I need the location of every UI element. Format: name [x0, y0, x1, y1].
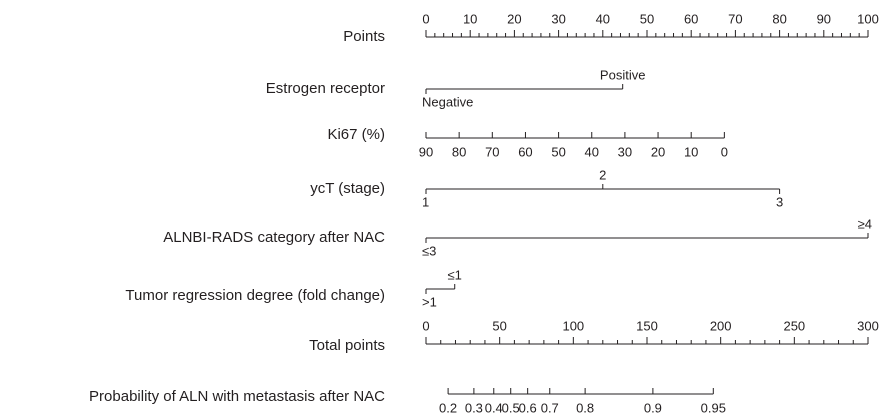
value-label: 0.5 — [502, 400, 520, 415]
value-label: 50 — [551, 144, 565, 159]
tick-label: 50 — [640, 11, 654, 26]
tick-label: 150 — [636, 318, 658, 333]
row-label: Probability of ALN with metastasis after… — [89, 388, 385, 405]
row-label: Points — [343, 28, 385, 45]
value-label: 20 — [651, 144, 665, 159]
category-label: ≤1 — [448, 267, 462, 282]
tick-label: 250 — [783, 318, 805, 333]
value-label: 40 — [585, 144, 599, 159]
category-label: 1 — [422, 194, 429, 209]
nomogram-row: Estrogen receptor Negative Positive — [266, 67, 646, 109]
category-label: Positive — [600, 67, 646, 82]
row-label: Ki67 (%) — [327, 126, 385, 143]
tick-label: 100 — [562, 318, 584, 333]
nomogram-row: Ki67 (%) 90 80 70 60 50 40 30 20 10 0 — [327, 126, 727, 159]
category-label: ≥4 — [858, 216, 872, 231]
value-label: 0.3 — [465, 400, 483, 415]
category-label: 3 — [776, 194, 783, 209]
value-label: 60 — [518, 144, 532, 159]
value-label: 70 — [485, 144, 499, 159]
nomogram-row: ycT (stage) 1 2 3 — [310, 167, 783, 209]
nomogram-row: Tumor regression degree (fold change) >1 ≤… — [125, 267, 461, 309]
nomogram-row: Probability of ALN with metastasis after… — [89, 388, 726, 415]
value-label: 0.8 — [576, 400, 594, 415]
row-label: ycT (stage) — [310, 180, 385, 197]
category-label: ≤3 — [422, 243, 436, 258]
value-label: 80 — [452, 144, 466, 159]
value-label: 30 — [618, 144, 632, 159]
row-label: Total points — [309, 337, 385, 354]
tick-label: 90 — [817, 11, 831, 26]
value-label: 0.2 — [439, 400, 457, 415]
tick-label: 50 — [492, 318, 506, 333]
nomogram-row: ALNBI-RADS category after NAC ≤3 ≥4 — [163, 216, 872, 258]
value-label: 90 — [419, 144, 433, 159]
row-label: Estrogen receptor — [266, 80, 385, 97]
tick-label: 70 — [728, 11, 742, 26]
category-label: Negative — [422, 94, 473, 109]
category-label: >1 — [422, 294, 437, 309]
tick-label: 30 — [551, 11, 565, 26]
tick-label: 80 — [772, 11, 786, 26]
tick-label: 200 — [710, 318, 732, 333]
tick-label: 300 — [857, 318, 879, 333]
tick-label: 0 — [422, 11, 429, 26]
tick-label: 100 — [857, 11, 879, 26]
tick-label: 10 — [463, 11, 477, 26]
value-label: 0.4 — [485, 400, 503, 415]
nomogram-row: Total points 0 50 100 150 200 250 300 — [309, 318, 879, 354]
category-label: 2 — [599, 167, 606, 182]
tick-label: 20 — [507, 11, 521, 26]
value-label: 0.95 — [701, 400, 726, 415]
nomogram-row: Points 0 10 20 30 40 50 60 70 80 90 100 — [343, 11, 879, 45]
value-label: 10 — [684, 144, 698, 159]
value-label: 0.6 — [519, 400, 537, 415]
row-label: Tumor regression degree (fold change) — [125, 287, 385, 304]
value-label: 0.9 — [644, 400, 662, 415]
value-label: 0 — [721, 144, 728, 159]
tick-label: 60 — [684, 11, 698, 26]
tick-label: 40 — [596, 11, 610, 26]
row-label: ALNBI-RADS category after NAC — [163, 229, 385, 246]
value-label: 0.7 — [541, 400, 559, 415]
tick-label: 0 — [422, 318, 429, 333]
